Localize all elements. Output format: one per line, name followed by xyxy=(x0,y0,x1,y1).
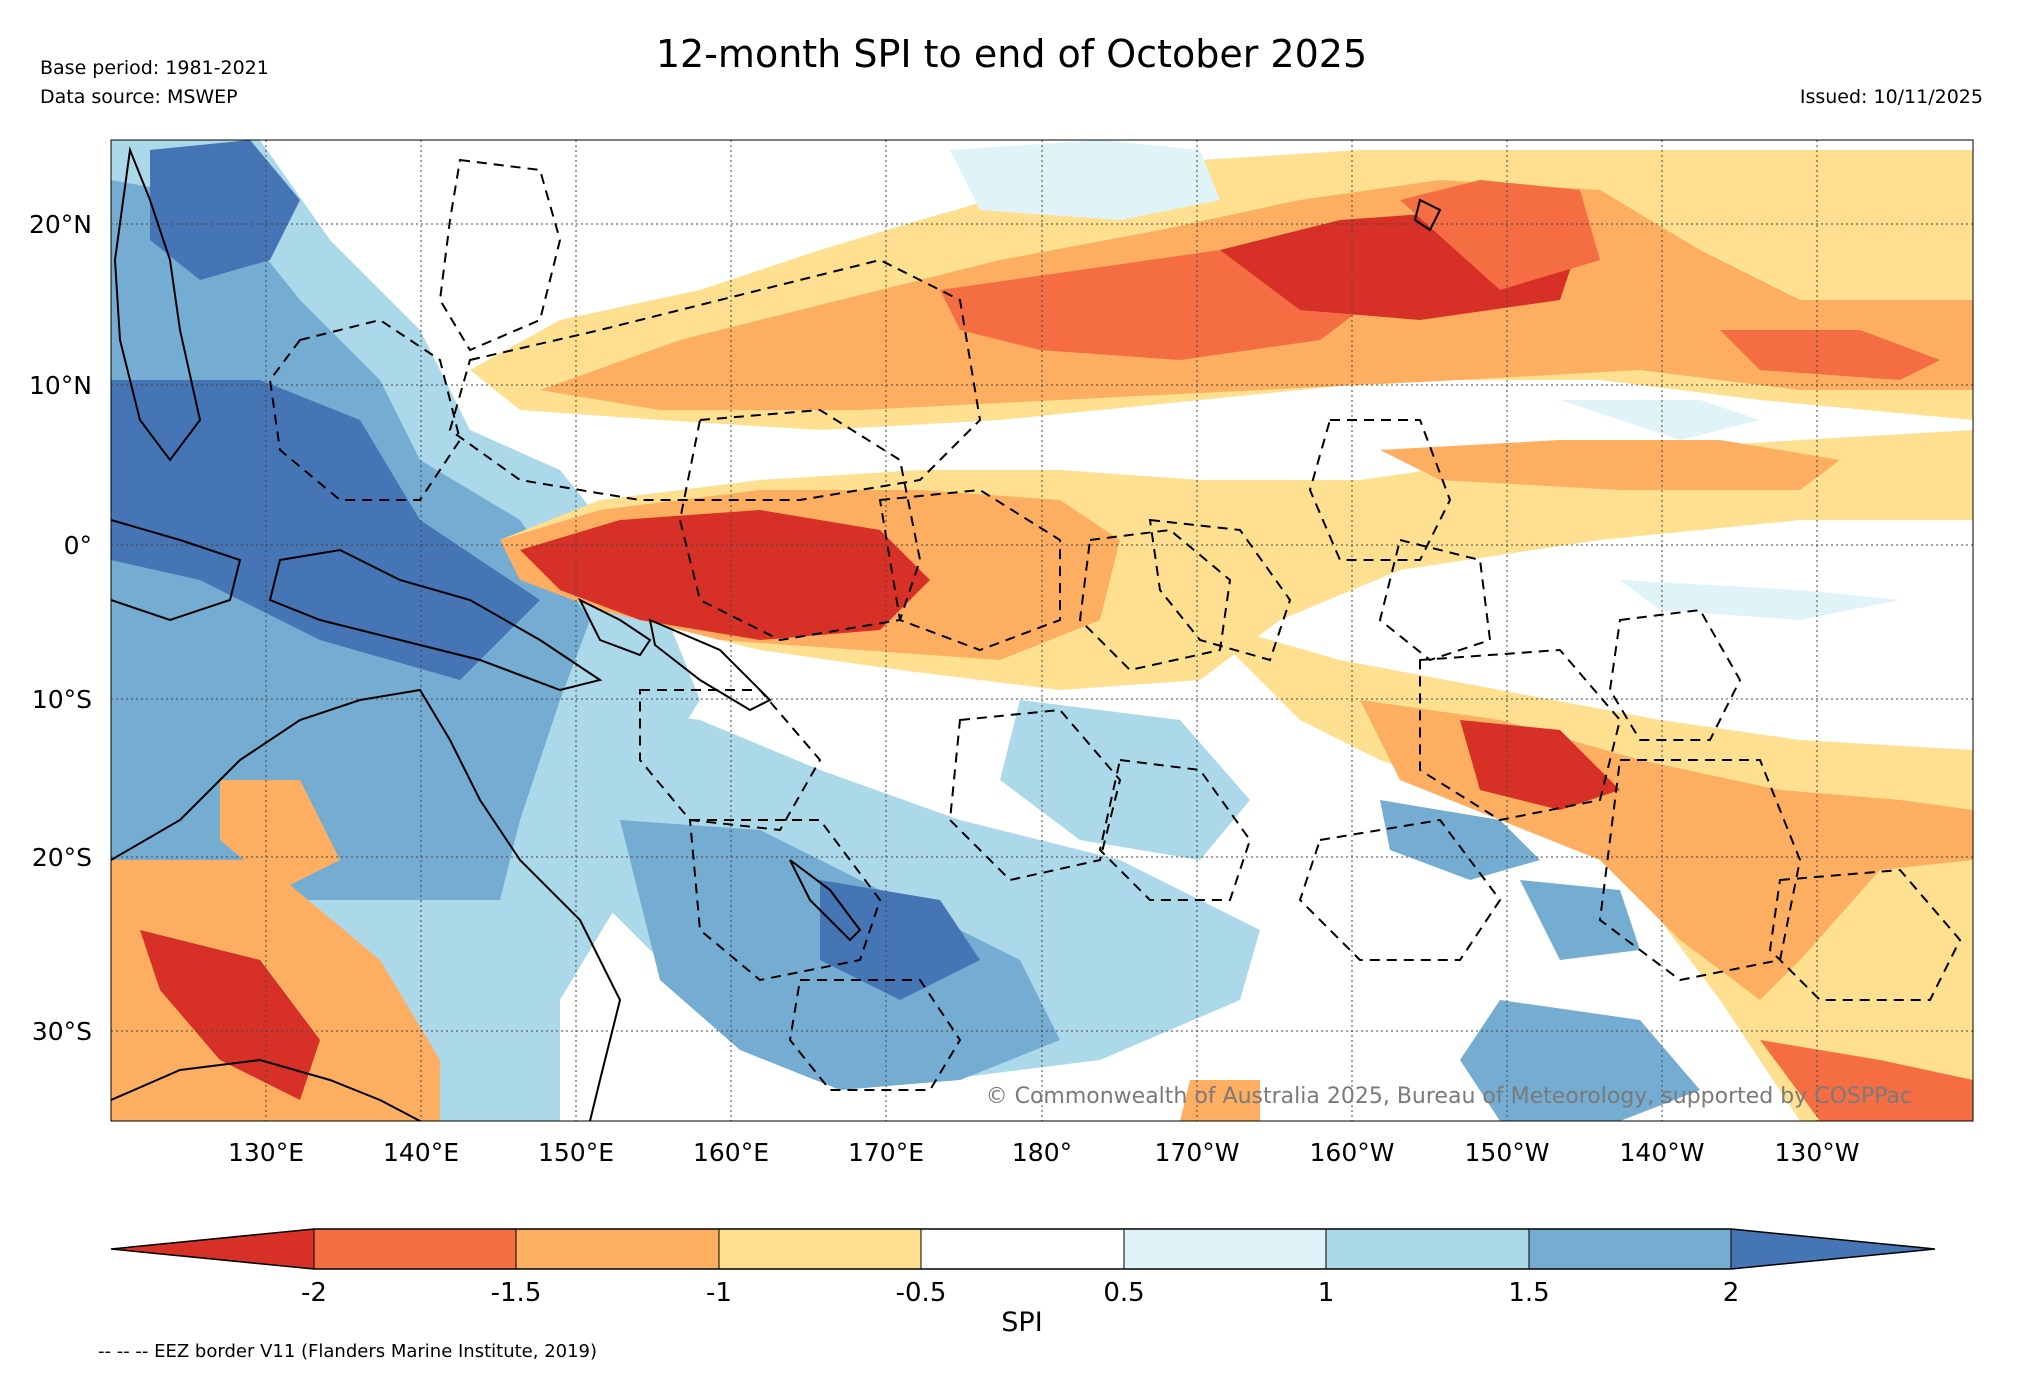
wet-region-fiji xyxy=(1000,700,1250,860)
colorbar-swatch xyxy=(516,1229,719,1269)
wet-patch-itcz xyxy=(1560,400,1760,440)
extreme-dry-equatorial xyxy=(520,510,930,640)
colorbar-swatch xyxy=(1124,1229,1326,1269)
colorbar-tick-label: -1 xyxy=(706,1278,732,1308)
lon-label-180: 180° xyxy=(1012,1138,1072,1167)
eez-norfolk xyxy=(788,979,962,1091)
eez-new-caledonia xyxy=(688,819,882,982)
lat-label-20s: 20°S xyxy=(32,843,92,872)
lat-label-0: 0° xyxy=(64,531,92,560)
colorbar-extend-dry xyxy=(111,1229,314,1269)
data-source-note: Data source: MSWEP xyxy=(40,86,238,108)
eez-source-note: -- -- -- EEZ border V11 (Flanders Marine… xyxy=(98,1341,598,1362)
longitude-axis: 130°E 140°E 150°E 160°E 170°E 180° 170°W… xyxy=(228,1138,1859,1167)
eez-northern-marianas xyxy=(438,158,562,352)
wet-patch-french-polynesia xyxy=(1520,880,1640,960)
eez-tuvalu xyxy=(1078,528,1232,672)
colorbar-ticks: -2 -1.5 -1 -0.5 0.5 1 1.5 2 xyxy=(301,1278,1739,1308)
lon-label-170w: 170°W xyxy=(1155,1138,1240,1167)
lon-label-170e: 170°E xyxy=(848,1138,924,1167)
lon-label-140w: 140°W xyxy=(1620,1138,1705,1167)
extreme-dry-south-australia xyxy=(140,930,320,1100)
extremely-wet-region-north xyxy=(150,140,300,280)
lat-label-10n: 10°N xyxy=(29,371,92,400)
indonesia-coastline xyxy=(111,519,242,622)
eez-marquesas xyxy=(1608,608,1742,741)
graticule xyxy=(111,140,1973,1121)
colorbar-swatch xyxy=(314,1229,516,1269)
lon-label-160w: 160°W xyxy=(1310,1138,1395,1167)
eez-vanuatu xyxy=(639,689,822,832)
issued-date: Issued: 10/11/2025 xyxy=(1799,86,1983,108)
extremely-wet-region-south-pacific xyxy=(820,880,980,1000)
philippines-coastline xyxy=(113,146,202,462)
eez-tokelau xyxy=(1378,538,1492,662)
new-guinea-coastline xyxy=(268,548,603,692)
eez-cook-islands-south xyxy=(1298,818,1502,961)
colorbar-tick-label: 1.5 xyxy=(1508,1278,1549,1308)
spi-map-panel: © Commonwealth of Australia 2025, Bureau… xyxy=(29,139,1974,1167)
eez-borders xyxy=(268,158,1962,1091)
very-dry-east-pacific xyxy=(1720,330,1940,380)
wet-region-southeast xyxy=(1460,1000,1700,1121)
eez-cook-islands-north xyxy=(1419,648,1622,822)
colorbar-swatch xyxy=(921,1229,1124,1269)
colorbar-extend-wet xyxy=(1731,1229,1935,1269)
lon-label-140e: 140°E xyxy=(383,1138,459,1167)
australia-south-coastline xyxy=(111,1058,421,1121)
latitude-axis: 20°N 10°N 0° 10°S 20°S 30°S xyxy=(29,210,92,1046)
eez-palau xyxy=(268,318,462,501)
lon-label-150w: 150°W xyxy=(1465,1138,1550,1167)
australia-coastline xyxy=(111,688,622,1121)
extreme-dry-southeast-pacific xyxy=(1460,720,1620,810)
eez-kiribati-line xyxy=(1148,518,1292,662)
spi-colorbar: -2 -1.5 -1 -0.5 0.5 1 1.5 2 SPI xyxy=(110,1228,1936,1338)
colorbar-swatch xyxy=(1529,1229,1731,1269)
colorbar-swatch xyxy=(1326,1229,1529,1269)
new-caledonia-coastline xyxy=(789,859,862,942)
colorbar-tick-label: 0.5 xyxy=(1103,1278,1144,1308)
colorbar-tick-label: -1.5 xyxy=(491,1278,542,1308)
map-title: 12-month SPI to end of October 2025 xyxy=(655,32,1368,76)
lon-label-130e: 130°E xyxy=(228,1138,304,1167)
base-period-note: Base period: 1981-2021 xyxy=(40,57,269,79)
wet-patch-north xyxy=(950,140,1220,220)
lat-label-10s: 10°S xyxy=(32,685,92,714)
eez-pitcairn xyxy=(1768,868,1962,1001)
very-dry-southeast-corner xyxy=(1760,1040,1973,1121)
colorbar-dividers xyxy=(313,1229,1732,1269)
colorbar-tick-label: 1 xyxy=(1318,1278,1335,1308)
copyright-watermark: © Commonwealth of Australia 2025, Bureau… xyxy=(986,1084,1912,1109)
lat-label-30s: 30°S xyxy=(32,1017,92,1046)
eez-fiji xyxy=(948,708,1122,882)
hawaii-coastline xyxy=(1413,198,1442,232)
eez-tonga xyxy=(1098,758,1252,901)
eez-kiribati-gilbert xyxy=(878,488,1061,652)
dry-patch-australia xyxy=(220,780,340,890)
very-dry-hawaii-region xyxy=(1400,180,1600,290)
lon-label-150e: 150°E xyxy=(538,1138,614,1167)
colorbar-tick-label: 2 xyxy=(1723,1278,1740,1308)
map-frame xyxy=(110,139,1974,1122)
dry-strip-central-pacific xyxy=(1380,440,1840,490)
lon-label-160e: 160°E xyxy=(693,1138,769,1167)
colorbar-label: SPI xyxy=(1001,1307,1042,1338)
colorbar-tick-label: -0.5 xyxy=(896,1278,947,1308)
solomon-islands-coastline xyxy=(648,618,772,712)
new-ireland-coastline xyxy=(577,597,652,657)
colorbar-tick-label: -2 xyxy=(301,1278,327,1308)
eez-kiribati-phoenix xyxy=(1308,419,1452,561)
coastlines xyxy=(111,146,1442,1121)
dry-patch-south xyxy=(1180,1080,1260,1121)
lon-label-130w: 130°W xyxy=(1775,1138,1860,1167)
wet-patch-east-equatorial xyxy=(1620,580,1900,620)
extremely-wet-region-png xyxy=(111,380,540,680)
colorbar-swatch xyxy=(719,1229,921,1269)
lat-label-20n: 20°N xyxy=(29,210,92,239)
